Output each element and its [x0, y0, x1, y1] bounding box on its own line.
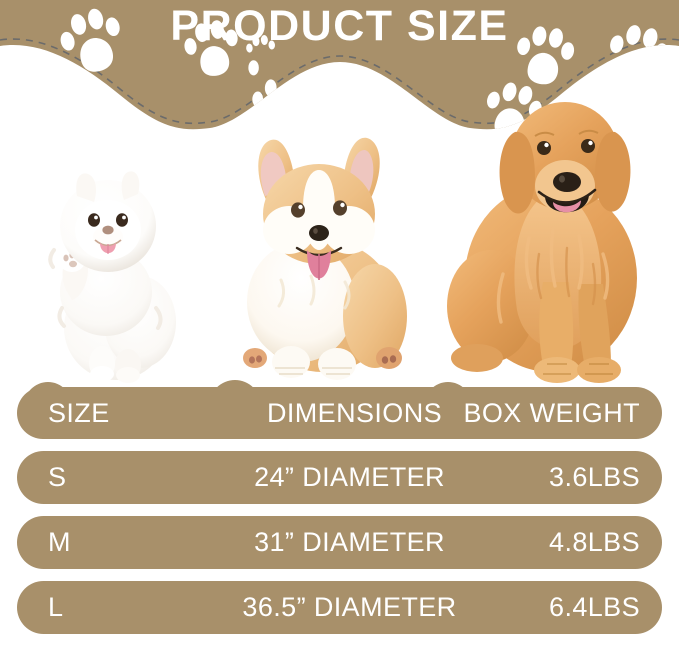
cell-size: S — [48, 462, 67, 492]
table-row: M 31” DIAMETER 4.8LBS — [17, 516, 662, 569]
dog-image-medium — [243, 137, 407, 380]
cell-dimensions: 36.5” DIAMETER — [242, 592, 457, 622]
paw-print-icon — [248, 60, 259, 76]
cell-box-weight: 3.6LBS — [549, 462, 640, 492]
paw-print-icon — [60, 8, 120, 72]
table-header-row: SIZE DIMENSIONS BOX WEIGHT — [17, 387, 662, 439]
header-banner: PRODUCT SIZE — [0, 0, 679, 132]
cell-dimensions: 24” DIAMETER — [254, 462, 445, 492]
cell-size: L — [48, 592, 64, 622]
banner-shape — [0, 0, 679, 130]
paw-print-icon — [517, 26, 575, 85]
table-row: S 24” DIAMETER 3.6LBS — [17, 451, 662, 504]
table-row: L 36.5” DIAMETER 6.4LBS — [17, 581, 662, 634]
dog-illustrations: S M L — [0, 58, 679, 432]
column-header-size: SIZE — [48, 397, 110, 428]
paw-print-icon — [184, 20, 238, 76]
banner-dashed-line — [0, 38, 679, 125]
cell-box-weight: 6.4LBS — [549, 592, 640, 622]
dog-image-small — [48, 171, 176, 383]
cell-box-weight: 4.8LBS — [549, 527, 640, 557]
cell-dimensions: 31” DIAMETER — [254, 527, 445, 557]
dog-image-large — [447, 102, 637, 383]
column-header-dimensions: DIMENSIONS — [266, 397, 443, 428]
cell-size: M — [48, 527, 71, 557]
paw-print-icon — [246, 35, 276, 53]
page-title: PRODUCT SIZE — [170, 2, 509, 50]
size-table: SIZE DIMENSIONS BOX WEIGHT S 24” DIAMETE… — [0, 387, 679, 646]
column-header-box-weight: BOX WEIGHT — [463, 397, 640, 428]
